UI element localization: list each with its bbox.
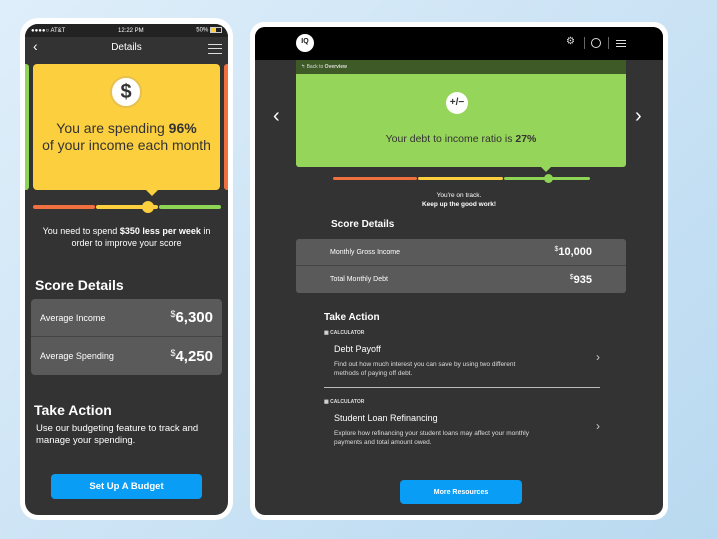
score-details-heading: Score Details <box>35 277 124 293</box>
status-bar: ●●●●○ AT&T 12:22 PM 50% <box>25 24 228 37</box>
debt-row: Total Monthly Debt $935 <box>296 266 626 293</box>
set-up-budget-button[interactable]: Set Up A Budget <box>51 474 202 499</box>
calculator-icon: ▦ <box>324 330 329 336</box>
income-row: Average Income $6,300 <box>31 299 222 337</box>
item-desc: Explore how refinancing your student loa… <box>334 430 529 446</box>
top-bar: IQ ⚙ <box>255 27 663 60</box>
page-title: Details <box>111 42 142 53</box>
next-card-peek[interactable] <box>224 64 228 190</box>
slider-green <box>159 205 221 209</box>
take-action-heading: Take Action <box>324 312 380 323</box>
calculator-icon: ▦ <box>324 399 329 405</box>
item-desc: Find out how much interest you can save … <box>334 361 516 377</box>
user-icon[interactable] <box>591 38 601 48</box>
prev-arrow-icon[interactable]: ‹ <box>273 105 280 127</box>
divider <box>608 37 609 49</box>
debt-ratio-message: Your debt to income ratio is 27% <box>385 133 537 145</box>
chevron-right-icon: › <box>596 419 600 433</box>
take-action-heading: Take Action <box>34 402 112 418</box>
settings-gear-icon[interactable]: ⚙ <box>566 36 575 47</box>
prev-card-peek[interactable] <box>25 64 29 190</box>
chevron-right-icon: › <box>596 350 600 364</box>
slider-yellow <box>418 177 503 180</box>
menu-icon[interactable] <box>208 44 222 54</box>
debt-payoff-item[interactable]: ▦ CALCULATOR Debt Payoff Find out how mu… <box>324 330 600 388</box>
back-chevron-icon[interactable]: ‹ <box>33 38 38 54</box>
more-resources-button[interactable]: More Resources <box>400 480 522 504</box>
phone-mockup: ●●●●○ AT&T 12:22 PM 50% ‹ Details $ You … <box>20 18 233 520</box>
time: 12:22 PM <box>117 27 144 34</box>
logo[interactable]: IQ <box>296 34 314 52</box>
spending-message: You are spending 96% of your income each… <box>42 120 211 153</box>
debt-ratio-card: ↰ Back to Overview +/− Your debt to inco… <box>296 60 626 172</box>
slider-knob <box>544 174 554 183</box>
tablet-screen: IQ ⚙ ‹ › ↰ Back to Overview +/− Your deb… <box>255 27 663 515</box>
tablet-mockup: IQ ⚙ ‹ › ↰ Back to Overview +/− Your deb… <box>250 22 668 520</box>
plus-minus-icon: +/− <box>446 92 468 114</box>
spending-row: Average Spending $4,250 <box>31 337 222 375</box>
take-action-text: Use our budgeting feature to track and m… <box>36 423 199 446</box>
slider-red <box>333 177 417 180</box>
spending-card: $ You are spending 96% of your income ea… <box>33 64 220 196</box>
carrier: ●●●●○ AT&T <box>31 27 66 34</box>
slider-knob <box>141 201 154 213</box>
divider <box>584 37 585 49</box>
student-loan-item[interactable]: ▦ CALCULATOR Student Loan Refinancing Ex… <box>324 399 600 446</box>
back-to-overview-link[interactable]: ↰ Back to Overview <box>296 60 626 74</box>
advice-text: You need to spend $350 less per week in … <box>42 226 211 248</box>
menu-icon[interactable] <box>616 40 626 47</box>
dollar-icon: $ <box>110 76 142 108</box>
phone-screen: ●●●●○ AT&T 12:22 PM 50% ‹ Details $ You … <box>25 24 228 515</box>
battery: 50% <box>196 27 222 34</box>
slider-yellow <box>96 205 158 209</box>
track-status: You're on track. Keep up the good work! <box>421 192 497 208</box>
score-details-heading: Score Details <box>331 219 395 230</box>
slider-red <box>33 205 95 209</box>
item-title: Student Loan Refinancing <box>334 413 438 423</box>
item-title: Debt Payoff <box>334 344 381 354</box>
next-arrow-icon[interactable]: › <box>635 105 642 127</box>
income-row: Monthly Gross Income $10,000 <box>296 239 626 266</box>
